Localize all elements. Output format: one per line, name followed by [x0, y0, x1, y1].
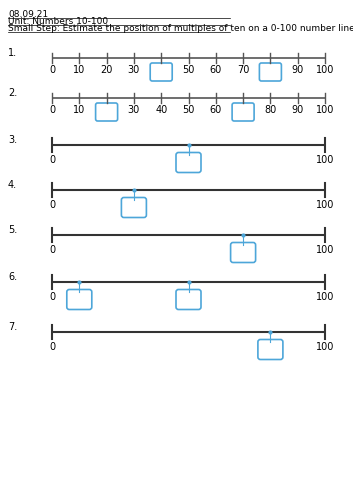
Text: 90: 90 — [292, 65, 304, 75]
Text: 7.: 7. — [8, 322, 17, 332]
Text: 100: 100 — [316, 292, 334, 302]
Text: 100: 100 — [316, 155, 334, 165]
Text: 50: 50 — [182, 65, 195, 75]
Text: Unit: Numbers 10-100: Unit: Numbers 10-100 — [8, 17, 108, 26]
Text: 100: 100 — [316, 342, 334, 352]
FancyBboxPatch shape — [232, 103, 254, 121]
Text: 08.09.21: 08.09.21 — [8, 10, 48, 19]
Text: 100: 100 — [316, 65, 334, 75]
Text: 100: 100 — [316, 245, 334, 255]
Text: 0: 0 — [49, 105, 55, 115]
Text: 0: 0 — [49, 245, 55, 255]
Text: 70: 70 — [237, 65, 249, 75]
FancyBboxPatch shape — [67, 290, 92, 310]
Text: 80: 80 — [264, 105, 276, 115]
Text: 0: 0 — [49, 155, 55, 165]
FancyBboxPatch shape — [96, 103, 118, 121]
Text: 60: 60 — [210, 105, 222, 115]
Text: 4.: 4. — [8, 180, 17, 190]
FancyBboxPatch shape — [176, 152, 201, 172]
Text: 40: 40 — [155, 105, 167, 115]
Text: 5.: 5. — [8, 225, 17, 235]
Text: 90: 90 — [292, 105, 304, 115]
Text: 60: 60 — [210, 65, 222, 75]
FancyBboxPatch shape — [150, 63, 172, 81]
FancyBboxPatch shape — [259, 63, 281, 81]
Text: 30: 30 — [128, 65, 140, 75]
Text: 0: 0 — [49, 65, 55, 75]
Text: 6.: 6. — [8, 272, 17, 282]
Text: 20: 20 — [100, 65, 113, 75]
FancyBboxPatch shape — [176, 290, 201, 310]
Text: 10: 10 — [73, 65, 85, 75]
FancyBboxPatch shape — [258, 340, 283, 359]
Text: 100: 100 — [316, 105, 334, 115]
Text: 1.: 1. — [8, 48, 17, 58]
Text: 0: 0 — [49, 342, 55, 352]
Text: 100: 100 — [316, 200, 334, 210]
Text: 10: 10 — [73, 105, 85, 115]
Text: 50: 50 — [182, 105, 195, 115]
Text: 30: 30 — [128, 105, 140, 115]
Text: 0: 0 — [49, 200, 55, 210]
Text: Small Step: Estimate the position of multiples of ten on a 0-100 number line: Small Step: Estimate the position of mul… — [8, 24, 353, 33]
Text: 0: 0 — [49, 292, 55, 302]
FancyBboxPatch shape — [231, 242, 256, 262]
Text: 3.: 3. — [8, 135, 17, 145]
FancyBboxPatch shape — [121, 198, 146, 218]
Text: 2.: 2. — [8, 88, 17, 98]
